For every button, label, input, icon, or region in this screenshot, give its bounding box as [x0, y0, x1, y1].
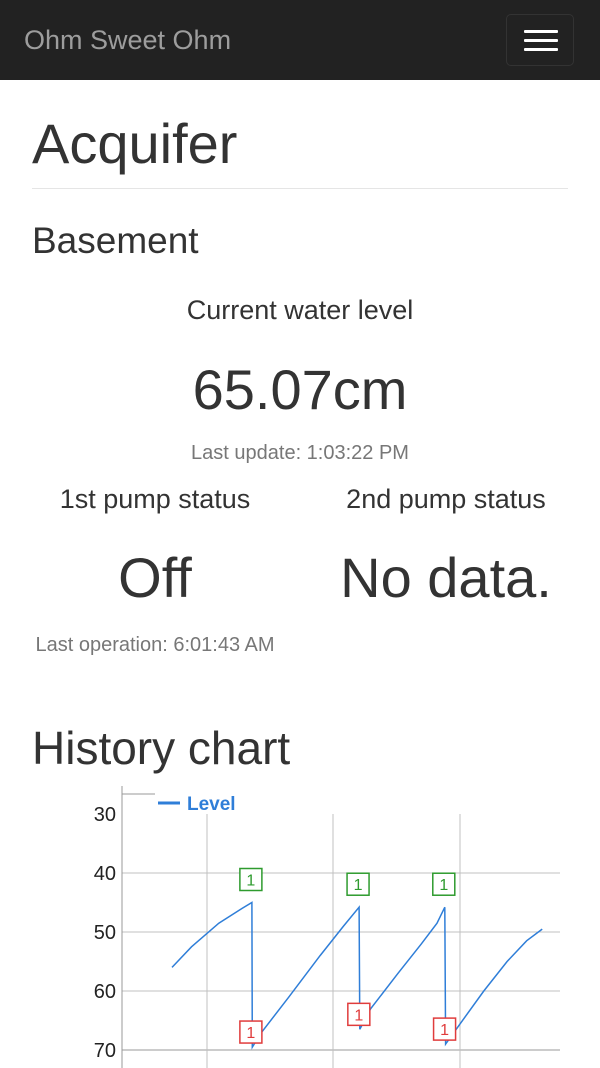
flag-pump-on: [239, 867, 263, 892]
flag-label: 1: [354, 1007, 363, 1024]
title-divider: [32, 188, 568, 189]
legend-label: Level: [187, 794, 236, 815]
flag-label: 1: [246, 873, 255, 890]
flag-pump-off: [347, 1002, 371, 1027]
water-last-update: Last update: 1:03:22 PM: [191, 442, 409, 464]
pump1-last-operation: Last operation: 6:01:43 AM: [35, 634, 275, 656]
y-tick-label: 30: [94, 804, 116, 826]
history-chart[interactable]: 30 40 50 60 70 Level 1 1 1 1 1 1: [80, 786, 580, 1068]
pump2-status-value: No data.: [340, 546, 552, 609]
flag-pump-on: [346, 872, 370, 896]
flag-label: 1: [439, 877, 448, 894]
history-chart-title: History chart: [32, 722, 291, 774]
water-level-value: 65.07cm: [192, 358, 408, 421]
section-title: Basement: [32, 220, 199, 261]
navbar: Ohm Sweet Ohm: [0, 0, 600, 80]
flag-label: 1: [440, 1022, 449, 1039]
flag-pump-off: [239, 1020, 263, 1044]
y-tick-label: 70: [94, 1040, 116, 1062]
brand-title[interactable]: Ohm Sweet Ohm: [24, 25, 232, 55]
flag-pump-off: [432, 1017, 457, 1041]
y-tick-label: 60: [94, 981, 116, 1003]
water-level-label: Current water level: [186, 295, 414, 325]
page-title: Acquifer: [32, 112, 238, 175]
menu-toggle-button[interactable]: [506, 14, 574, 66]
flag-pump-on: [432, 872, 456, 896]
series-line-level: [171, 901, 543, 1050]
pump1-status-label: 1st pump status: [59, 484, 251, 514]
flag-label: 1: [354, 877, 363, 894]
pump1-status-value: Off: [118, 546, 192, 609]
y-tick-label: 50: [94, 922, 116, 944]
pump2-status-label: 2nd pump status: [346, 484, 546, 514]
y-tick-label: 40: [94, 863, 116, 885]
flag-label: 1: [246, 1025, 255, 1042]
